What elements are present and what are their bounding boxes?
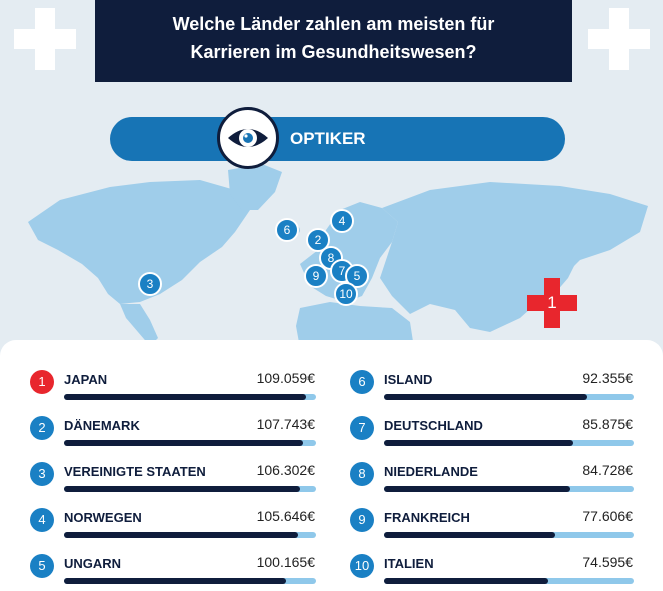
country-name: UNGARN xyxy=(64,556,122,571)
ranking-row: 8 NIEDERLANDE 84.728€ xyxy=(350,460,634,506)
salary-amount: 105.646€ xyxy=(256,508,315,524)
rank-badge: 5 xyxy=(30,554,54,578)
salary-bar-track xyxy=(384,486,634,492)
category-pill xyxy=(110,117,565,161)
salary-bar-track xyxy=(384,532,634,538)
ranking-row: 5 UNGARN 100.165€ xyxy=(30,552,316,591)
ranking-panel xyxy=(0,340,663,591)
map-marker-6: 6 xyxy=(275,218,299,242)
rank-badge: 2 xyxy=(30,416,54,440)
salary-amount: 100.165€ xyxy=(256,554,315,570)
rank-badge: 8 xyxy=(350,462,374,486)
header-band xyxy=(95,0,572,82)
salary-bar-fill xyxy=(384,486,570,492)
salary-bar-fill xyxy=(64,486,300,492)
ranking-row: 6 ISLAND 92.355€ xyxy=(350,368,634,414)
category-label: OPTIKER xyxy=(290,129,366,148)
japan-cross-icon xyxy=(527,278,577,328)
map-marker-4: 4 xyxy=(330,209,354,233)
country-name: NORWEGEN xyxy=(64,510,142,525)
ranking-row: 2 DÄNEMARK 107.743€ xyxy=(30,414,316,460)
greenland-shape xyxy=(228,164,282,210)
africa-shape xyxy=(296,302,414,348)
central-america-shape xyxy=(120,304,158,346)
salary-bar-track xyxy=(384,578,634,584)
title-line-2: Karrieren im Gesundheitswesen? xyxy=(190,42,477,62)
medical-cross-icon xyxy=(14,8,76,70)
rank-badge: 6 xyxy=(350,370,374,394)
eye-icon xyxy=(217,107,279,169)
salary-bar-fill xyxy=(64,394,306,400)
country-name: ITALIEN xyxy=(384,556,434,571)
salary-bar-track xyxy=(64,440,316,446)
ranking-row: 7 DEUTSCHLAND 85.875€ xyxy=(350,414,634,460)
country-name: ISLAND xyxy=(384,372,433,387)
medical-cross-icon xyxy=(588,8,650,70)
salary-bar-track xyxy=(64,578,316,584)
rank-badge: 7 xyxy=(350,416,374,440)
country-name: FRANKREICH xyxy=(384,510,470,525)
north-america-shape xyxy=(28,180,250,304)
country-name: DEUTSCHLAND xyxy=(384,418,483,433)
country-name: DÄNEMARK xyxy=(64,418,140,433)
ranking-row: 9 FRANKREICH 77.606€ xyxy=(350,506,634,552)
salary-bar-fill xyxy=(384,578,548,584)
rank-badge: 9 xyxy=(350,508,374,532)
salary-amount: 77.606€ xyxy=(582,508,633,524)
ranking-row: 10 ITALIEN 74.595€ xyxy=(350,552,634,591)
rank-badge: 3 xyxy=(30,462,54,486)
rank-badge: 10 xyxy=(350,554,374,578)
world-map xyxy=(28,164,648,348)
salary-amount: 74.595€ xyxy=(582,554,633,570)
salary-bar-track xyxy=(384,440,634,446)
salary-bar-fill xyxy=(384,440,573,446)
rank-badge: 1 xyxy=(30,370,54,394)
map-marker-3: 3 xyxy=(138,272,162,296)
salary-bar-track xyxy=(64,532,316,538)
salary-bar-fill xyxy=(384,394,587,400)
ranking-row: 3 VEREINIGTE STAATEN 106.302€ xyxy=(30,460,316,506)
salary-amount: 92.355€ xyxy=(582,370,633,386)
title-line-1: Welche Länder zahlen am meisten für xyxy=(172,14,495,34)
ranking-row: 4 NORWEGEN 105.646€ xyxy=(30,506,316,552)
country-name: JAPAN xyxy=(64,372,108,387)
salary-amount: 109.059€ xyxy=(256,370,315,386)
map-marker-10: 10 xyxy=(334,282,358,306)
salary-bar-track xyxy=(64,486,316,492)
salary-bar-fill xyxy=(64,440,303,446)
map-marker-1: 1 xyxy=(547,293,557,312)
rank-badge: 4 xyxy=(30,508,54,532)
salary-bar-fill xyxy=(384,532,555,538)
salary-bar-track xyxy=(64,394,316,400)
page-title: Welche Länder zahlen am meisten für Karr… xyxy=(95,10,572,66)
salary-amount: 85.875€ xyxy=(582,416,633,432)
map-marker-9: 9 xyxy=(304,264,328,288)
ranking-row: 1 JAPAN 109.059€ xyxy=(30,368,316,414)
salary-bar-fill xyxy=(64,578,286,584)
salary-amount: 106.302€ xyxy=(256,462,315,478)
salary-bar-track xyxy=(384,394,634,400)
salary-amount: 84.728€ xyxy=(582,462,633,478)
header: Welche Länder zahlen am meisten für Karr… xyxy=(0,0,663,82)
salary-amount: 107.743€ xyxy=(256,416,315,432)
country-name: NIEDERLANDE xyxy=(384,464,478,479)
asia-shape xyxy=(380,182,648,332)
country-name: VEREINIGTE STAATEN xyxy=(64,464,206,479)
salary-bar-fill xyxy=(64,532,298,538)
